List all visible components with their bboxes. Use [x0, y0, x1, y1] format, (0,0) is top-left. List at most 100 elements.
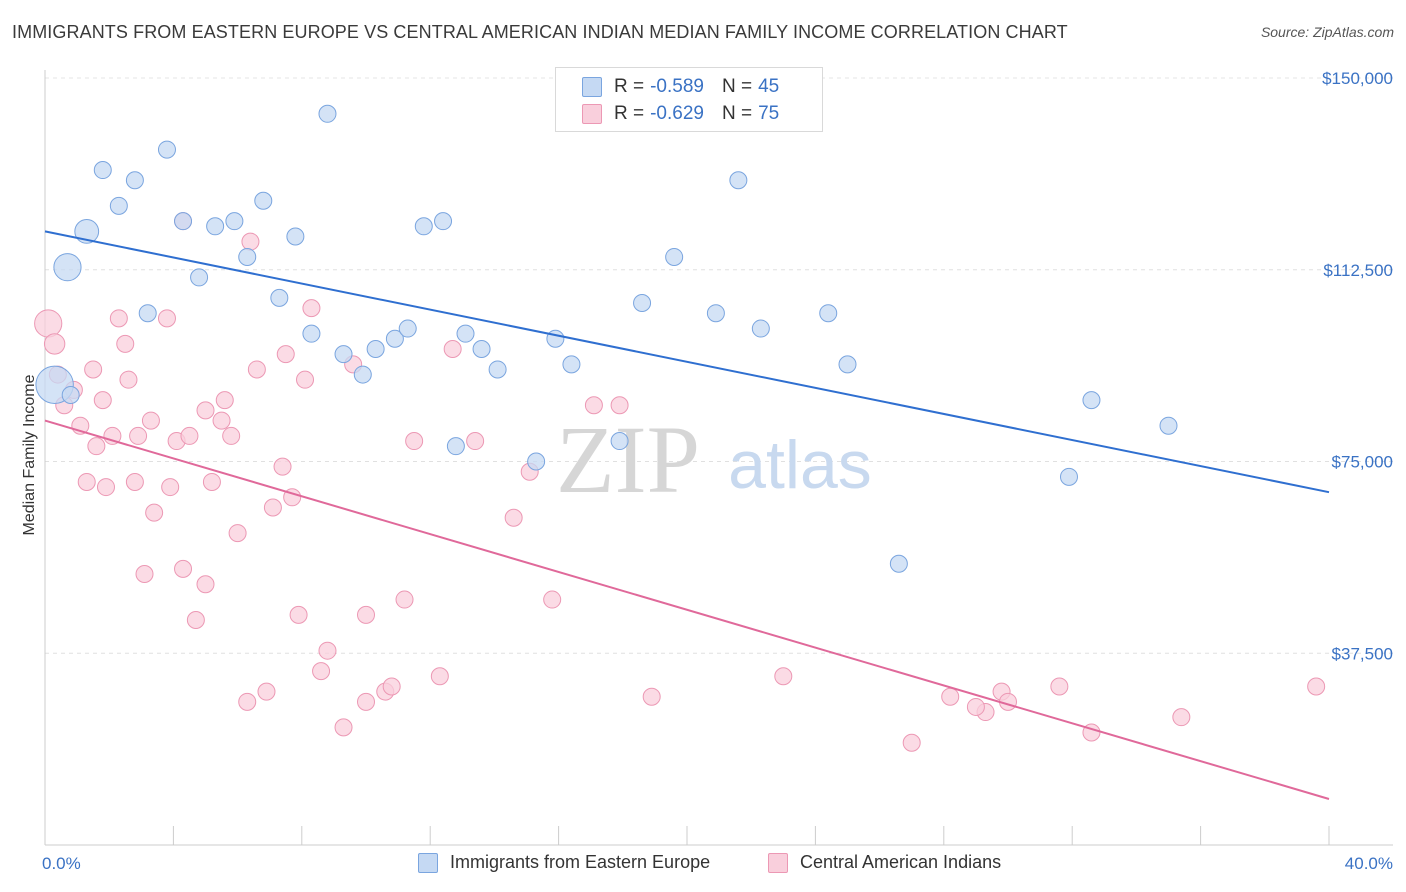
- bottom-legend-swatch-blue: [418, 852, 438, 873]
- point-central-american-indian: [34, 309, 63, 338]
- watermark: ZIP atlas: [556, 406, 872, 513]
- point-central-american-indian: [228, 524, 247, 543]
- point-central-american-indian: [238, 692, 257, 711]
- point-central-american-indian: [212, 411, 231, 430]
- point-eastern-europe: [157, 140, 176, 159]
- point-central-american-indian: [263, 498, 282, 517]
- point-eastern-europe: [398, 319, 417, 338]
- x-tick-label-min: 0.0%: [42, 854, 81, 873]
- point-eastern-europe: [270, 288, 289, 307]
- legend-swatch-blue: [582, 77, 602, 97]
- point-eastern-europe: [446, 437, 465, 456]
- point-eastern-europe: [206, 217, 225, 236]
- point-central-american-indian: [966, 697, 985, 716]
- x-tick-label-max: 40.0%: [1345, 854, 1393, 873]
- point-central-american-indian: [902, 733, 921, 752]
- point-central-american-indian: [1050, 677, 1069, 696]
- point-central-american-indian: [318, 641, 337, 660]
- point-central-american-indian: [84, 360, 103, 379]
- trend-line-eastern-europe: [44, 230, 1330, 494]
- y-tick-label: $112,500: [1323, 261, 1393, 280]
- watermark-atlas: atlas: [728, 427, 872, 503]
- point-central-american-indian: [125, 472, 144, 491]
- point-central-american-indian: [222, 426, 241, 445]
- point-central-american-indian: [116, 334, 135, 353]
- legend-swatch-pink: [582, 104, 602, 124]
- point-eastern-europe: [546, 329, 565, 348]
- legend-n-value-blue: 45: [758, 76, 780, 97]
- point-eastern-europe: [665, 247, 684, 266]
- point-central-american-indian: [334, 718, 353, 737]
- point-eastern-europe: [138, 304, 157, 323]
- point-eastern-europe: [225, 212, 244, 231]
- point-central-american-indian: [145, 503, 164, 522]
- point-central-american-indian: [302, 299, 321, 318]
- point-central-american-indian: [357, 605, 375, 624]
- legend-r-label: R =: [614, 76, 645, 97]
- point-central-american-indian: [543, 590, 562, 609]
- point-central-american-indian: [196, 575, 215, 594]
- point-central-american-indian: [180, 426, 199, 445]
- point-eastern-europe: [434, 212, 453, 231]
- point-central-american-indian: [1307, 677, 1326, 696]
- point-eastern-europe: [456, 324, 475, 343]
- x-axis-tick-labels: 0.0% 40.0%: [42, 854, 1393, 873]
- y-axis-label: Median Family Income: [21, 374, 38, 535]
- y-tick-label: $75,000: [1332, 453, 1393, 472]
- series-central-american-indians: [34, 212, 1326, 752]
- point-eastern-europe: [1159, 416, 1178, 435]
- point-central-american-indian: [289, 605, 308, 624]
- point-eastern-europe: [93, 161, 112, 180]
- point-eastern-europe: [353, 365, 372, 384]
- point-central-american-indian: [109, 309, 128, 328]
- trend-lines: [44, 230, 1330, 800]
- point-central-american-indian: [357, 692, 375, 711]
- point-eastern-europe: [819, 304, 838, 323]
- point-eastern-europe: [414, 217, 433, 236]
- point-eastern-europe: [61, 386, 80, 405]
- point-eastern-europe: [562, 355, 581, 374]
- point-central-american-indian: [312, 662, 331, 681]
- point-eastern-europe: [1082, 391, 1101, 410]
- point-eastern-europe: [527, 452, 546, 471]
- point-eastern-europe: [334, 345, 353, 364]
- point-eastern-europe: [488, 360, 507, 379]
- point-central-american-indian: [96, 478, 115, 497]
- point-central-american-indian: [157, 309, 176, 328]
- legend-n-value-pink: 75: [758, 103, 780, 124]
- point-eastern-europe: [318, 104, 337, 123]
- point-eastern-europe: [1059, 467, 1078, 486]
- series-immigrants-eastern-europe: [35, 104, 1178, 573]
- point-central-american-indian: [610, 396, 629, 415]
- point-eastern-europe: [74, 219, 100, 244]
- point-central-american-indian: [174, 559, 193, 578]
- point-eastern-europe: [610, 432, 629, 451]
- point-central-american-indian: [202, 472, 221, 491]
- point-eastern-europe: [53, 253, 82, 282]
- point-eastern-europe: [385, 329, 404, 348]
- bottom-legend-label-pink: Central American Indians: [800, 852, 1002, 872]
- bottom-legend-label-blue: Immigrants from Eastern Europe: [450, 852, 711, 872]
- point-central-american-indian: [43, 333, 66, 355]
- point-central-american-indian: [161, 478, 180, 497]
- point-central-american-indian: [296, 370, 315, 389]
- point-central-american-indian: [504, 508, 523, 527]
- point-eastern-europe: [109, 196, 128, 215]
- point-central-american-indian: [129, 426, 148, 445]
- point-eastern-europe: [174, 212, 193, 231]
- chart-title: IMMIGRANTS FROM EASTERN EUROPE VS CENTRA…: [12, 22, 1068, 42]
- point-eastern-europe: [254, 191, 273, 210]
- axes: [44, 70, 1393, 846]
- legend: R = -0.589 N = 45 R = -0.629 N = 75: [555, 67, 823, 132]
- point-eastern-europe: [286, 227, 305, 246]
- point-central-american-indian: [196, 401, 215, 420]
- legend-r-value-pink: -0.629: [650, 103, 704, 124]
- bottom-legend-swatch-pink: [768, 852, 788, 873]
- y-axis-tick-labels: $37,500 $75,000 $112,500 $150,000: [1322, 69, 1393, 663]
- point-eastern-europe: [238, 247, 257, 266]
- point-eastern-europe: [366, 340, 385, 359]
- legend-r-value-blue: -0.589: [650, 76, 704, 97]
- point-central-american-indian: [395, 590, 414, 609]
- point-eastern-europe: [838, 355, 857, 374]
